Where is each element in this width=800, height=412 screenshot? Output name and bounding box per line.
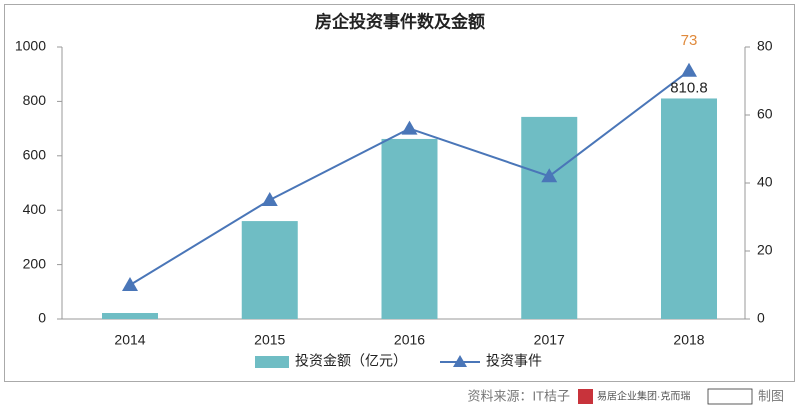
x-tick-label: 2018 [673, 332, 704, 348]
legend-swatch [255, 356, 289, 368]
x-tick-label: 2016 [394, 332, 425, 348]
logo-mark [707, 388, 753, 405]
marker [681, 62, 697, 77]
y-tick-label: 400 [23, 201, 47, 217]
y-tick-label: 600 [23, 147, 47, 163]
x-tick-label: 2015 [254, 332, 285, 348]
source-suffix: 制图 [758, 388, 784, 403]
y2-tick-label: 0 [757, 310, 765, 326]
y2-tick-label: 60 [757, 106, 773, 122]
legend-marker [453, 355, 467, 367]
y-tick-label: 1000 [15, 38, 46, 54]
source: 资料来源：IT桔子 [467, 388, 570, 403]
chart-title: 房企投资事件数及金额 [315, 11, 485, 31]
bar [241, 221, 298, 319]
legend-label: 投资金额（亿元） [295, 353, 407, 369]
data-label: 810.8 [670, 79, 708, 96]
marker [541, 168, 558, 183]
bar [521, 116, 578, 320]
y-tick-label: 800 [23, 92, 47, 108]
y2-tick-label: 80 [757, 38, 773, 54]
y2-tick-label: 20 [757, 242, 773, 258]
logo-icon [578, 389, 593, 404]
data-label: 73 [681, 32, 698, 49]
x-tick-label: 2017 [534, 332, 565, 348]
y-tick-label: 200 [23, 255, 47, 271]
x-tick-label: 2014 [114, 332, 145, 348]
bar [102, 313, 158, 319]
marker [401, 120, 418, 135]
logo-text: 易居企业集团·克而瑞 [597, 390, 690, 403]
y-tick-label: 0 [38, 310, 46, 326]
bar [661, 98, 717, 319]
y2-tick-label: 40 [757, 174, 773, 190]
marker [261, 192, 278, 206]
marker [122, 277, 138, 291]
bar [381, 138, 438, 319]
legend-label: 投资事件 [486, 353, 542, 369]
